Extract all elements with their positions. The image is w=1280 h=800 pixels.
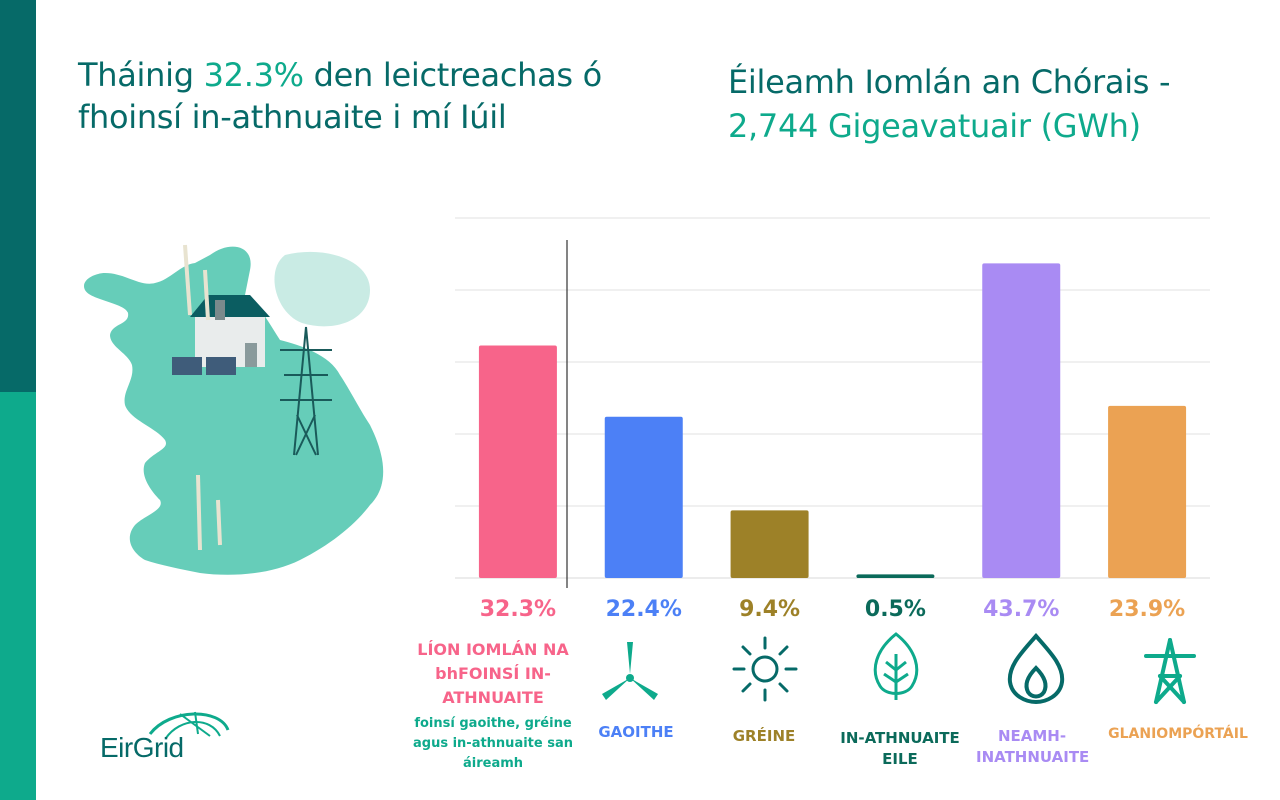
sun-icon [732,636,798,702]
category-label-solar: GRÉINE [732,727,796,745]
bar-other-renewable [856,574,935,578]
headline-highlight: 32.3% [203,56,304,94]
pct-label-renewable-total: 32.3% [479,597,557,622]
pct-label-solar: 9.4% [739,597,801,622]
headline-part1: Tháinig [78,56,204,94]
pct-label-non-renewable: 43.7% [983,597,1060,622]
side-stripe-light [0,392,36,800]
category-label-other-renewable: IN-ATHNUAITE EILE [840,729,960,768]
headline: Tháinig 32.3% den leictreachas ó fhoinsí… [78,54,698,138]
headline-part2: den leictreachas ó fhoinsí in-athnuaite … [78,56,602,136]
chart-bars [478,263,1187,578]
category-label-renewable-total: LÍON IOMLÁN NA bhFOINSÍ IN-ATHNUAITE [417,640,569,707]
pct-label-other-renewable: 0.5% [864,597,926,622]
pylon-icon [280,326,332,456]
bar-wind [604,416,683,578]
category-label-non-renewable: NEAMH-INATHNUAITE [976,727,1090,766]
flame-icon [1007,632,1065,704]
bar-solar [730,510,809,578]
pct-label-wind: 22.4% [605,597,682,622]
leaf-icon [873,632,919,700]
eirgrid-logo: EirGrid [100,710,240,770]
wind-turbine-icon [602,642,658,700]
logo-grid-icon [148,711,230,739]
wind-turbine-icon [183,244,222,551]
solar-panel-icon [172,357,236,375]
demand-total: 2,744 Gigeavatuair (GWh) [728,107,1141,145]
demand-title-line1: Éileamh Iomlán an Chórais - [728,63,1171,101]
renewable-note: foinsí gaoithe, gréine agus in-athnuaite… [412,716,573,771]
bar-net-imports [1108,405,1187,578]
bar-renewable-total [478,345,557,578]
pylon-icon [1144,638,1196,704]
bar-non-renewable [982,263,1061,578]
pct-label-net-imports: 23.9% [1108,597,1186,622]
ireland-map-illustration [84,244,384,575]
demand-title: Éileamh Iomlán an Chórais - 2,744 Gigeav… [728,60,1268,148]
logo-text: EirGrid [100,732,184,763]
category-label-net-imports: GLANIOMPÓRTÁIL [1108,726,1248,742]
chart-gridlines [455,217,1210,579]
side-stripe-dark [0,0,36,392]
category-label-wind: GAOITHE [598,723,674,741]
